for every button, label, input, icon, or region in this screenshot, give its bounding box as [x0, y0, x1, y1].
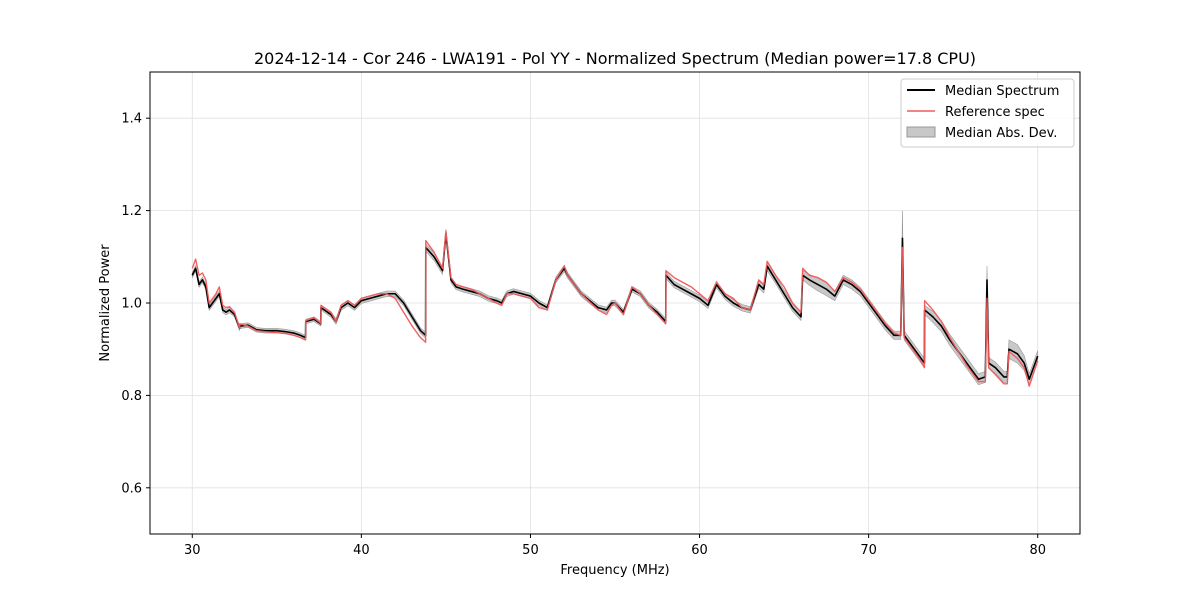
series-layer	[191, 230, 1039, 387]
y-tick-label: 0.6	[121, 481, 142, 496]
y-tick-label: 0.8	[121, 389, 142, 404]
y-axis-ticks: 0.6 0.8 1.0 1.2 1.4	[121, 112, 150, 496]
y-tick-label: 1.2	[121, 204, 142, 219]
x-tick-label: 70	[860, 543, 877, 558]
x-tick-label: 50	[522, 543, 539, 558]
x-axis-label: Frequency (MHz)	[560, 563, 669, 578]
y-axis-label: Normalized Power	[98, 244, 113, 362]
series-median-spectrum	[191, 232, 1039, 381]
legend-reference-label: Reference spec	[945, 105, 1045, 120]
x-tick-label: 80	[1029, 543, 1046, 558]
x-axis-ticks: 30 40 50 60 70 80	[184, 534, 1046, 558]
y-tick-label: 1.0	[121, 297, 142, 312]
legend-box	[900, 78, 1075, 148]
x-tick-label: 30	[184, 543, 201, 558]
legend-median-label: Median Spectrum	[945, 84, 1059, 99]
y-tick-label: 1.4	[121, 112, 142, 127]
chart-title: 2024-12-14 - Cor 246 - LWA191 - Pol YY -…	[254, 49, 976, 68]
series-reference-spec	[191, 230, 1039, 387]
legend-mad-swatch	[906, 126, 936, 138]
legend: Median Spectrum Reference spec Median Ab…	[900, 78, 1075, 148]
legend-mad-label: Median Abs. Dev.	[945, 126, 1057, 141]
x-tick-label: 60	[691, 543, 708, 558]
x-tick-label: 40	[353, 543, 370, 558]
